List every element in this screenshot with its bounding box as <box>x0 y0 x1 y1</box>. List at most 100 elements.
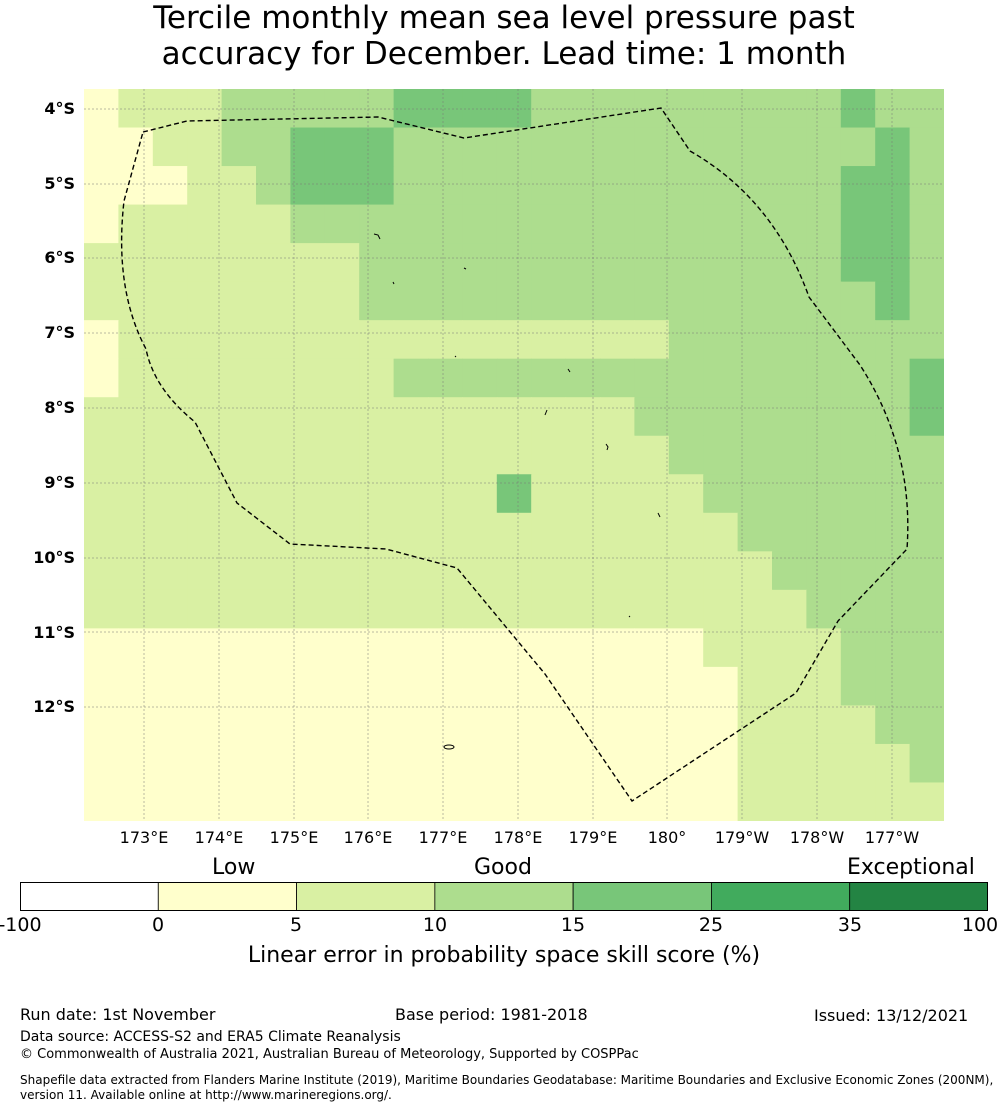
skill-map <box>84 89 944 821</box>
grid-cell <box>496 705 532 745</box>
category-exceptional: Exceptional <box>847 855 975 880</box>
grid-cell <box>221 127 257 167</box>
grid-cell <box>359 743 395 784</box>
grid-cell <box>84 551 119 591</box>
grid-cell <box>737 243 773 283</box>
grid-cell <box>772 204 807 244</box>
island <box>628 615 631 618</box>
grid-cell <box>531 589 567 629</box>
grid-cell <box>84 281 119 321</box>
grid-cell <box>875 628 911 668</box>
grid-cell <box>737 666 773 707</box>
grid-cell <box>393 743 429 784</box>
grid-cell <box>187 397 223 437</box>
grid-cell <box>221 743 257 784</box>
grid-cell <box>187 782 223 821</box>
grid-cell <box>290 397 326 437</box>
grid-cell <box>462 397 498 437</box>
grid-cell <box>84 397 119 437</box>
grid-cell <box>290 474 326 514</box>
grid-cell <box>324 127 360 167</box>
colorbar <box>20 882 988 911</box>
grid-cell <box>600 204 635 244</box>
grid-cell <box>668 281 704 321</box>
grid-cell <box>909 743 944 784</box>
grid-cell <box>118 435 154 475</box>
grid-cell <box>393 474 429 514</box>
grid-cell <box>600 166 635 206</box>
grid-cell <box>840 89 876 129</box>
grid-cell <box>531 512 567 552</box>
grid-cell <box>152 705 188 745</box>
grid-cell <box>290 743 326 784</box>
grid-cell <box>221 166 257 206</box>
grid-cell <box>496 743 532 784</box>
grid-cell <box>359 243 395 283</box>
grid-cell <box>600 281 635 321</box>
colorbar-segment <box>296 882 436 911</box>
grid-cell <box>772 281 807 321</box>
grid-cell <box>359 705 395 745</box>
grid-cell <box>703 243 739 283</box>
grid-cell <box>634 589 670 629</box>
grid-cell <box>565 358 601 398</box>
grid-cell <box>668 512 704 552</box>
grid-cell <box>909 320 944 360</box>
cbar-tick: 0 <box>151 914 165 936</box>
lon-label-174e: 174°E <box>194 828 244 847</box>
grid-cell <box>221 89 257 129</box>
grid-cell <box>668 166 704 206</box>
grid-cell <box>221 782 257 821</box>
grid-cell <box>600 243 635 283</box>
grid-cell <box>772 705 807 745</box>
grid-cell <box>256 512 291 552</box>
island <box>567 368 571 373</box>
grid-cell <box>806 705 842 745</box>
grid-cell <box>187 320 223 360</box>
island <box>605 443 609 451</box>
grid-cell <box>118 512 154 552</box>
grid-cell <box>909 628 944 668</box>
shapefile-credit-1: Shapefile data extracted from Flanders M… <box>20 1073 994 1087</box>
grid-cell <box>256 243 291 283</box>
grid-cell <box>909 358 944 398</box>
grid-cell <box>118 474 154 514</box>
grid-cell <box>393 358 429 398</box>
grid-cell <box>187 589 223 629</box>
grid-cell <box>393 281 429 321</box>
grid-cell <box>462 782 498 821</box>
category-good: Good <box>474 855 532 880</box>
grid-cell <box>84 666 119 707</box>
grid-cell <box>565 474 601 514</box>
grid-cell <box>118 551 154 591</box>
grid-cell <box>565 628 601 668</box>
grid-cell <box>600 589 635 629</box>
grid-cell <box>152 743 188 784</box>
grid-cell <box>565 589 601 629</box>
grid-cell <box>565 551 601 591</box>
grid-cell <box>703 281 739 321</box>
grid-cell <box>806 474 842 514</box>
grid-cell <box>152 551 188 591</box>
grid-cell <box>359 320 395 360</box>
grid-cell <box>462 320 498 360</box>
grid-cell <box>806 397 842 437</box>
grid-cell <box>359 628 395 668</box>
grid-cell <box>634 512 670 552</box>
grid-cell <box>531 204 567 244</box>
lon-label-178e: 178°E <box>493 828 543 847</box>
grid-cell <box>772 320 807 360</box>
grid-cell <box>600 89 635 129</box>
grid-cell <box>359 281 395 321</box>
grid-cell <box>772 512 807 552</box>
grid-cell <box>84 782 119 821</box>
grid-cell <box>909 666 944 707</box>
grid-cell <box>152 666 188 707</box>
colorbar-segment <box>849 882 988 911</box>
grid-cell <box>187 358 223 398</box>
grid-cell <box>600 397 635 437</box>
grid-cell <box>840 435 876 475</box>
grid-cell <box>221 628 257 668</box>
lon-label-175e: 175°E <box>269 828 319 847</box>
lon-label-177w: 177°W <box>864 828 920 847</box>
